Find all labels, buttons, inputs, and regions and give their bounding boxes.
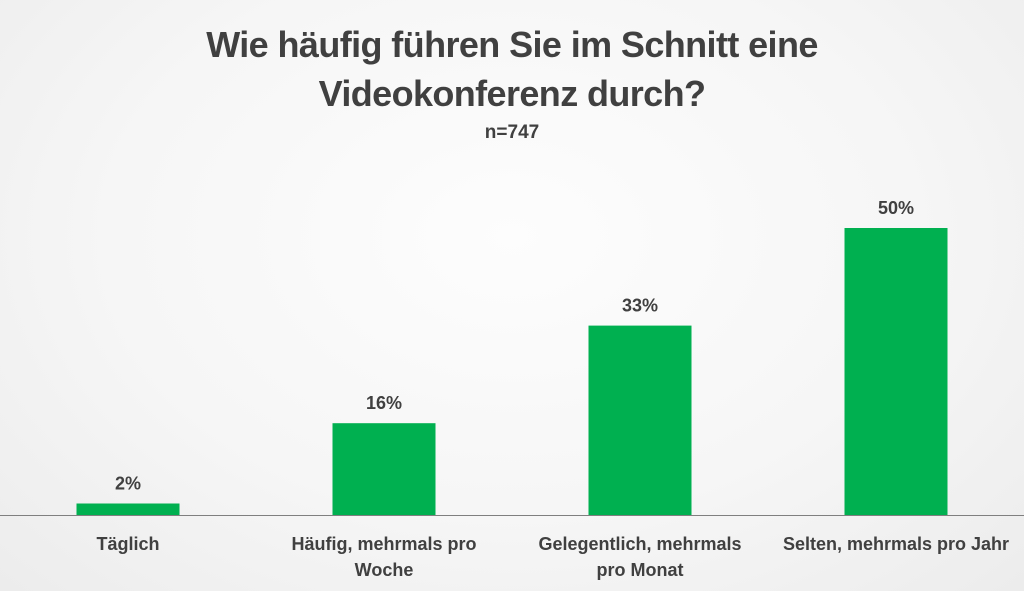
- data-label: 16%: [366, 393, 402, 413]
- x-tick-label: Woche: [355, 560, 414, 580]
- data-label: 2%: [115, 474, 141, 494]
- x-tick-label: Selten, mehrmals pro Jahr: [783, 534, 1009, 554]
- plot-area: 2% Täglich 16% Häufig, mehrmals pro Woche 33%…: [0, 198, 1024, 580]
- data-label: 33%: [622, 296, 658, 316]
- chart-title-line-2: Videokonferenz durch?: [319, 73, 706, 114]
- bar: [588, 325, 692, 515]
- bar: [332, 423, 436, 515]
- x-tick-label: Häufig, mehrmals pro: [291, 534, 476, 554]
- bar: [844, 228, 948, 515]
- bar: [76, 503, 180, 515]
- x-tick-label: Gelegentlich, mehrmals: [538, 534, 741, 554]
- data-label: 50%: [878, 198, 914, 218]
- chart-title-line-1: Wie häufig führen Sie im Schnitt eine: [206, 24, 818, 65]
- chart-title: Wie häufig führen Sie im Schnitt eine Vi…: [206, 24, 818, 114]
- x-tick-label: pro Monat: [597, 560, 684, 580]
- x-tick-label: Täglich: [96, 534, 159, 554]
- chart-subtitle: n=747: [485, 122, 539, 143]
